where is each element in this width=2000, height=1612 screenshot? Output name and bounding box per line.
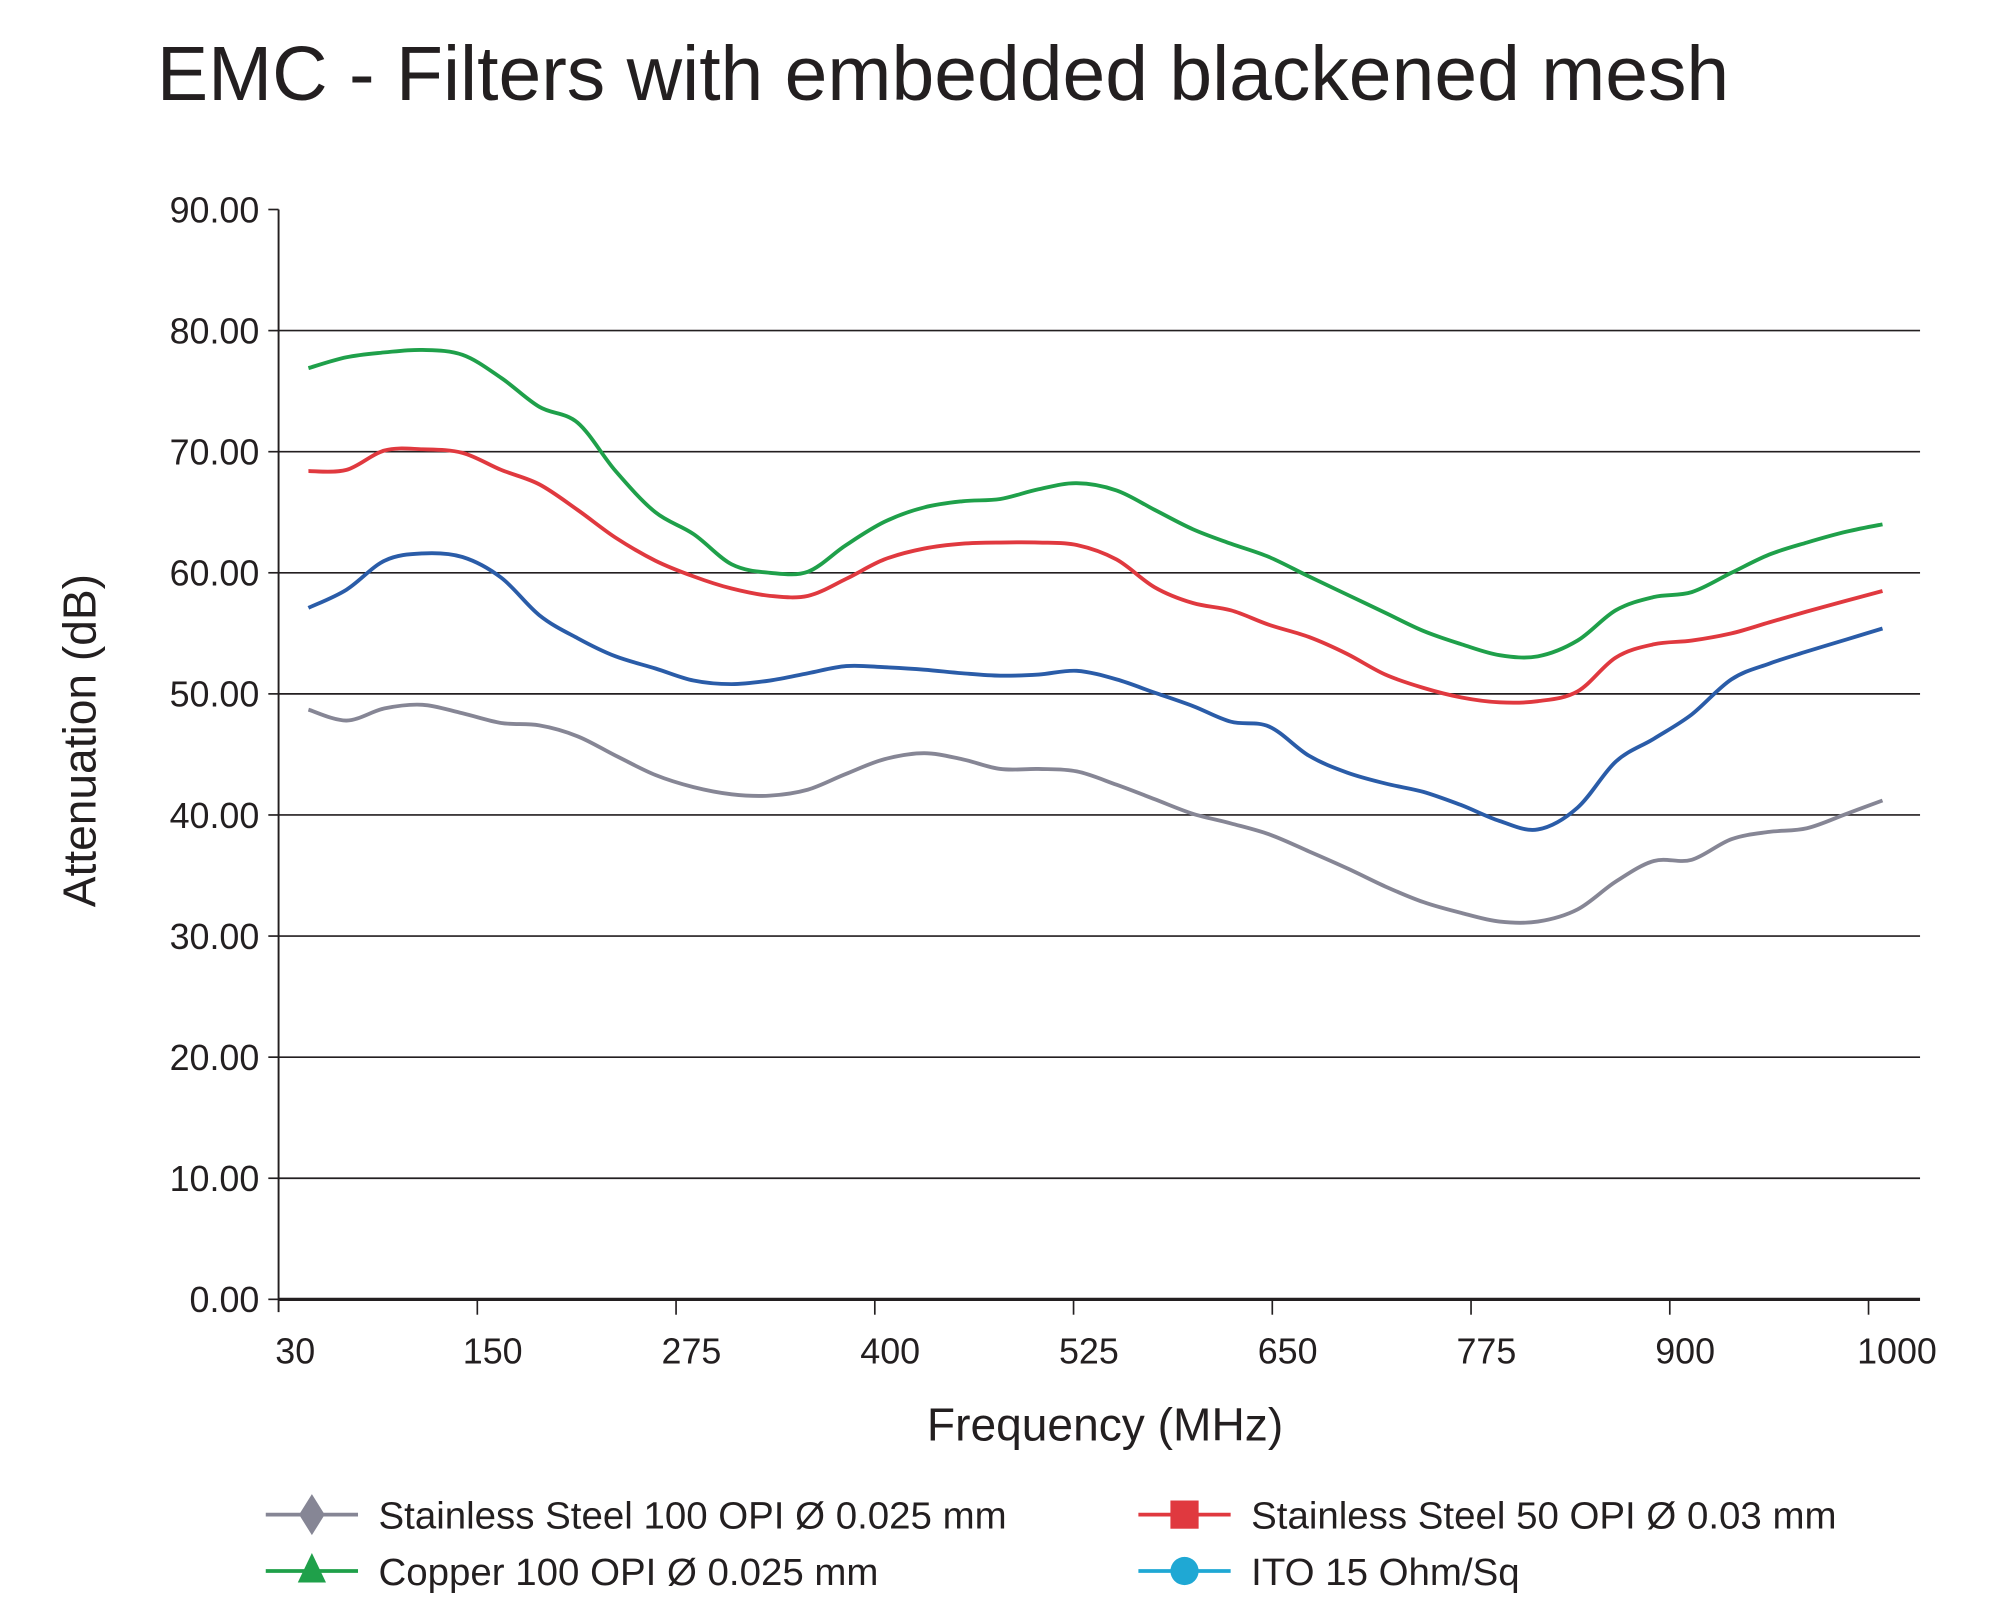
legend-label: ITO 15 Ohm/Sq: [1251, 1551, 1519, 1594]
series-line-4: [307, 551, 1884, 832]
square-marker-icon: [1170, 1500, 1199, 1529]
y-tick-label: 0.00: [190, 1280, 260, 1320]
legend-label: Stainless Steel 50 OPI Ø 0.03 mm: [1251, 1495, 1836, 1538]
x-tick-label: 775: [1456, 1331, 1516, 1371]
legend-item: Stainless Steel 50 OPI Ø 0.03 mm: [1138, 1495, 1837, 1538]
circle-marker-icon: [1170, 1556, 1199, 1586]
x-tick-label: 150: [463, 1331, 523, 1371]
y-tick-label: 50.00: [170, 675, 260, 715]
series-lines: [307, 347, 1884, 925]
x-tick-label: 400: [860, 1331, 920, 1371]
series-line-1: [308, 446, 1883, 705]
triangle-marker-icon: [297, 1553, 326, 1583]
legend: Stainless Steel 100 OPI Ø 0.025 mm Copper…: [265, 1494, 1837, 1594]
y-tick-label: 70.00: [170, 433, 260, 473]
y-tick-label: 40.00: [170, 796, 260, 836]
x-tick-label: 900: [1655, 1331, 1715, 1371]
chart-title: EMC - Filters with embedded blackened me…: [157, 31, 1729, 117]
y-tick-label: 20.00: [170, 1038, 260, 1078]
diamond-marker-icon: [299, 1494, 325, 1536]
x-tick-label: 30: [275, 1331, 315, 1371]
y-tick-label: 30.00: [170, 917, 260, 957]
legend-item: Stainless Steel 100 OPI Ø 0.025 mm: [265, 1494, 1007, 1538]
axes: 0.00 10.00 20.00 30.00 40.00 50.00 60.00 70.00 8…: [170, 190, 1937, 1371]
y-tick-label: 60.00: [170, 554, 260, 594]
legend-label: Copper 100 OPI Ø 0.025 mm: [379, 1551, 879, 1594]
series-line-0: [307, 702, 1884, 925]
x-axis-label: Frequency (MHz): [927, 1398, 1283, 1450]
legend-item: Copper 100 OPI Ø 0.025 mm: [265, 1551, 879, 1594]
y-tick-label: 80.00: [170, 311, 260, 351]
gridlines: [278, 329, 1921, 1180]
legend-label: Stainless Steel 100 OPI Ø 0.025 mm: [379, 1495, 1007, 1538]
y-tick-label: 10.00: [170, 1159, 260, 1199]
x-tick-label: 275: [662, 1331, 722, 1371]
legend-item: ITO 15 Ohm/Sq: [1138, 1551, 1520, 1594]
x-tick-label: 525: [1059, 1331, 1119, 1371]
x-tick-label: 1000: [1857, 1331, 1937, 1371]
x-tick-label: 650: [1258, 1331, 1318, 1371]
y-tick-label: 90.00: [170, 190, 260, 230]
series-line-2: [307, 347, 1883, 660]
y-axis-label: Attenuation (dB): [53, 574, 105, 907]
